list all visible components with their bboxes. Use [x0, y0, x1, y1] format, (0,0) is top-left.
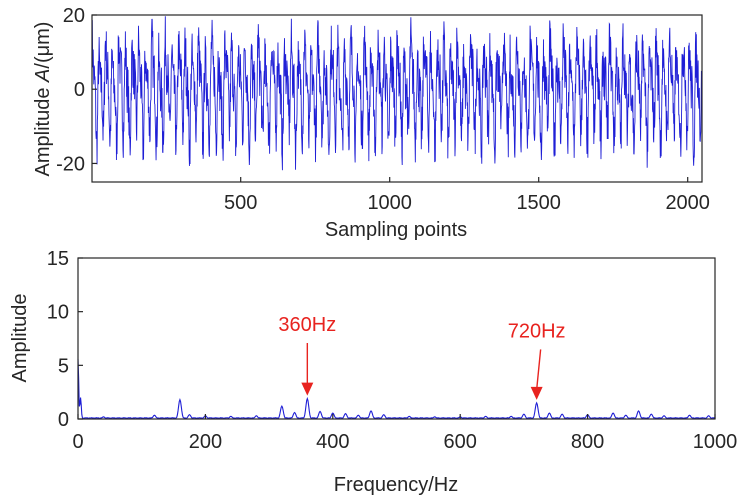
spectrum-x-tick-label: 0	[72, 431, 83, 453]
spectrum-x-tick-label: 800	[571, 431, 604, 453]
time-y-tick-label: 0	[74, 79, 85, 101]
time-domain-panel: 500 1000 1500 2000 -20 0 20 Sampling points A…	[32, 5, 710, 241]
spectrum-y-tick-label: 15	[47, 248, 69, 270]
spectrum-x-tick-label: 200	[189, 431, 222, 453]
spectrum-x-tick-label: 400	[316, 431, 349, 453]
spectrum-y-tick-label: 5	[58, 355, 69, 377]
time-y-axis-label: Amplitude A/(μm)	[32, 22, 54, 177]
spectrum-panel: 0 200 400 600 800 1000 0 5 10 15 Frequency/Hz Am…	[9, 248, 737, 496]
spectrum-x-axis-label: Frequency/Hz	[334, 474, 459, 496]
peak-annotation-label: 360Hz	[278, 314, 336, 336]
time-signal-line	[91, 16, 703, 171]
peak-arrow-head	[530, 386, 543, 400]
spectrum-y-tick-label: 10	[47, 302, 69, 324]
spectrum-x-tick-label: 1000	[693, 431, 738, 453]
spectrum-line	[77, 358, 716, 420]
time-y-tick-label: -20	[56, 153, 85, 175]
time-y-tick-label: 20	[63, 5, 85, 27]
spectrum-y-tick-label: 0	[58, 409, 69, 431]
peak-arrow-head	[301, 382, 314, 396]
spectrum-plot-frame	[77, 257, 716, 420]
time-x-tick-label: 2000	[665, 192, 710, 214]
time-x-axis-label: Sampling points	[325, 219, 467, 241]
spectrum-y-axis-label: Amplitude	[9, 294, 31, 383]
spectrum-x-tick-label: 600	[444, 431, 477, 453]
time-x-tick-label: 1000	[367, 192, 412, 214]
peak-annotation-label: 720Hz	[508, 320, 566, 342]
time-x-tick-label: 1500	[516, 192, 561, 214]
time-x-tick-label: 500	[224, 192, 257, 214]
time-plot-frame	[91, 14, 703, 183]
peak-arrow-shaft	[535, 349, 542, 390]
